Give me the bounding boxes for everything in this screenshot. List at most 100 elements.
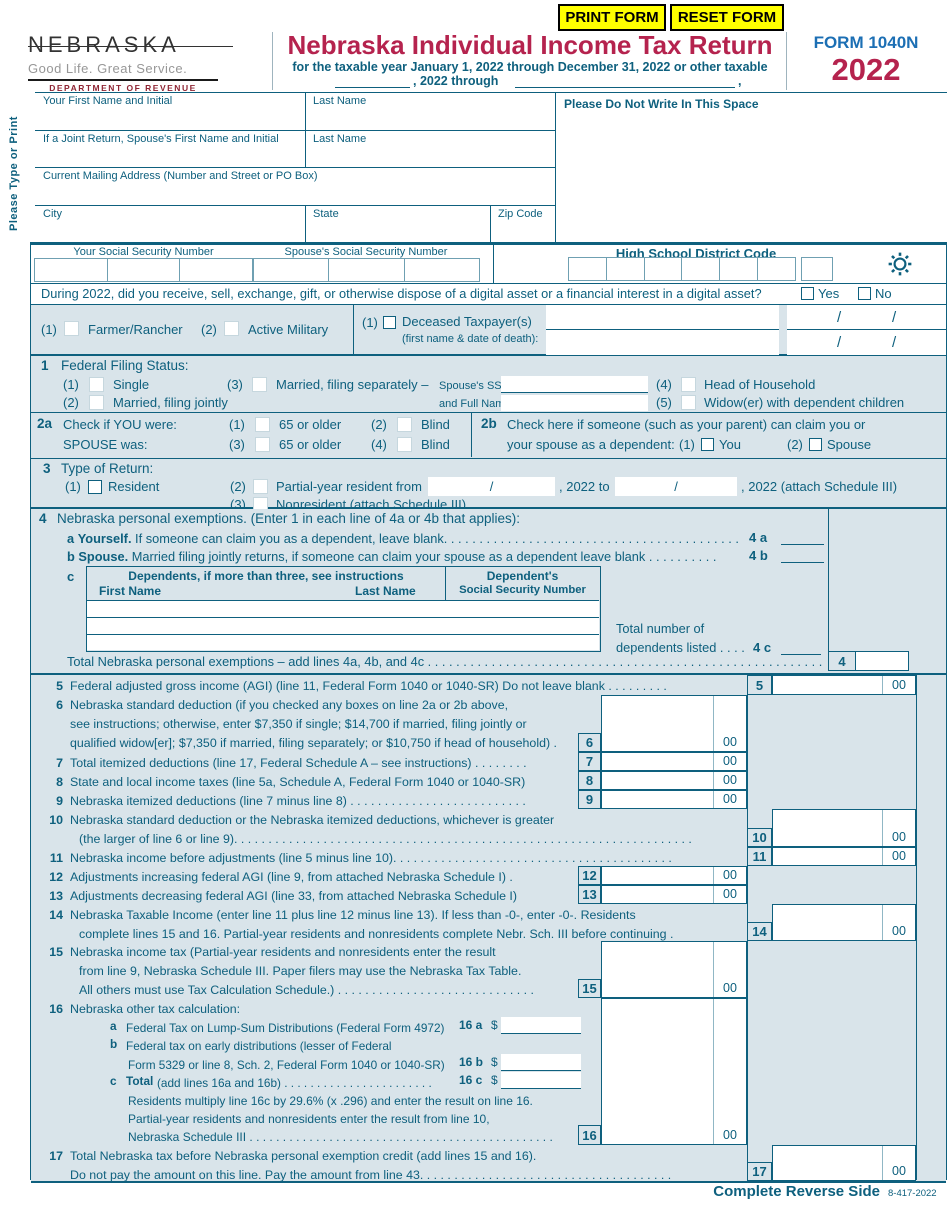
filing-joint-checkbox[interactable] [89, 395, 104, 410]
you-blind-checkbox[interactable] [397, 417, 412, 432]
filing-separate-label: Married, filing separately – [276, 377, 429, 392]
you-65-checkbox[interactable] [255, 417, 270, 432]
other-taxable-year-row: , 2022 through , [280, 74, 780, 90]
digital-asset-yes-checkbox[interactable] [801, 287, 814, 300]
line9-amount-input[interactable] [602, 791, 713, 808]
claim-you-checkbox[interactable] [701, 438, 714, 451]
you-65-number: (1) [229, 417, 245, 432]
line13-amount-input[interactable] [602, 886, 713, 903]
line5-amount-input[interactable] [773, 676, 882, 694]
filing-hoh-checkbox[interactable] [681, 377, 696, 392]
line6-amount-input[interactable] [602, 696, 713, 751]
line17-text1: Total Nebraska tax before Nebraska perso… [70, 1149, 537, 1163]
digital-asset-no-checkbox[interactable] [858, 287, 871, 300]
line6-numcell: 6 [578, 733, 601, 752]
spouse-ssn-segment[interactable] [329, 258, 405, 282]
line4a-bold: Yourself. [77, 531, 132, 546]
digital-asset-question: During 2022, did you receive, sell, exch… [41, 286, 762, 301]
line4c-input[interactable] [781, 654, 821, 655]
deceased-name-input-1[interactable] [546, 305, 779, 330]
line15-amount-input[interactable] [602, 942, 713, 997]
line16-cents: 00 [713, 999, 746, 1144]
dollar-sign: $ [491, 1018, 498, 1032]
line10-amount-input[interactable] [773, 810, 882, 846]
print-form-button[interactable]: PRINT FORM [558, 4, 666, 31]
line7-numcell: 7 [578, 752, 601, 771]
district-code-cell[interactable] [720, 257, 759, 281]
deceased-name-input-2[interactable] [546, 330, 779, 355]
your-ssn-segment[interactable] [180, 258, 254, 282]
spouse-ssn-label: Spouse's Social Security Number [284, 246, 448, 258]
divider [490, 206, 491, 242]
district-code-cell[interactable] [801, 257, 833, 281]
line16b-input[interactable] [501, 1054, 581, 1071]
claim-spouse-checkbox[interactable] [809, 438, 822, 451]
resident-label: Resident [108, 479, 160, 494]
your-ssn-segment[interactable] [34, 258, 108, 282]
line7-amount-input[interactable] [602, 753, 713, 770]
filing-widow-checkbox[interactable] [681, 395, 696, 410]
dependent-row[interactable] [87, 634, 599, 650]
deceased-taxpayer-checkbox[interactable] [383, 316, 396, 329]
partial-year-from-input[interactable]: / [428, 477, 555, 496]
total-dependents-label1: Total number of [616, 621, 705, 636]
dependents-ssn-header2: Social Security Number [459, 584, 586, 596]
filing-separate-checkbox[interactable] [252, 377, 267, 392]
divider [471, 413, 472, 457]
district-code-cell[interactable] [568, 257, 607, 281]
line4a-input[interactable] [781, 544, 824, 545]
identity-grid: Your First Name and Initial Last Name If… [35, 93, 555, 242]
district-code-cell[interactable] [606, 257, 645, 281]
address-row[interactable]: Current Mailing Address (Number and Stre… [35, 167, 555, 205]
complete-reverse-side-label: Complete Reverse Side [713, 1183, 880, 1200]
line8-numcell: 8 [578, 771, 601, 790]
line16-amount-input[interactable] [602, 999, 713, 1144]
line16a-input[interactable] [501, 1017, 581, 1034]
district-code-cell[interactable] [682, 257, 721, 281]
line14-cents: 00 [882, 905, 915, 940]
line8-amount-input[interactable] [602, 772, 713, 789]
resident-checkbox[interactable] [88, 480, 102, 494]
dependent-row[interactable] [87, 600, 599, 617]
partial-year-tail-label: , 2022 (attach Schedule III) [741, 479, 898, 494]
line16c-input[interactable] [501, 1072, 581, 1089]
first-name-cell[interactable]: Your First Name and Initial [35, 93, 305, 107]
line14-amount-input[interactable] [773, 905, 882, 940]
dependent-row[interactable] [87, 617, 599, 634]
reset-form-button[interactable]: RESET FORM [670, 4, 784, 31]
spouse-ssn-segment[interactable] [404, 258, 480, 282]
logo-wordmark: NEBRASKA [28, 32, 238, 58]
deceased-date-input-2[interactable]: / / [787, 330, 946, 355]
spouse-blind-checkbox[interactable] [397, 437, 412, 452]
page-title: Nebraska Individual Income Tax Return [287, 30, 773, 60]
spouse-65-checkbox[interactable] [255, 437, 270, 452]
line4-total-input[interactable] [856, 651, 909, 671]
line12-amount-input[interactable] [602, 867, 713, 884]
other-year-end-input[interactable] [515, 74, 735, 88]
line11-amount-input[interactable] [773, 848, 882, 865]
your-ssn-segment[interactable] [107, 258, 181, 282]
spouse-ssn-segment[interactable] [253, 258, 330, 282]
district-code-cell[interactable] [644, 257, 683, 281]
line12-numcell: 12 [578, 866, 601, 885]
farmer-rancher-checkbox[interactable] [64, 321, 79, 336]
partial-year-checkbox[interactable] [253, 479, 268, 494]
line5-numcell: 5 [747, 675, 772, 695]
partial-year-mid-label: , 2022 to [559, 479, 610, 494]
district-code-cell[interactable] [758, 257, 796, 281]
line17-amount-input[interactable] [773, 1146, 882, 1180]
spouse-ssn-inline-input[interactable] [501, 376, 648, 393]
full-name-inline-input[interactable] [501, 395, 648, 411]
line4b-input[interactable] [781, 562, 824, 563]
other-year-start-input[interactable] [335, 74, 410, 88]
deceased-date-input-1[interactable]: / / [787, 305, 946, 330]
line15-text2: from line 9, Nebraska Schedule III. Pape… [79, 964, 522, 978]
active-military-checkbox[interactable] [224, 321, 239, 336]
filing-single-checkbox[interactable] [89, 377, 104, 392]
line16b-text1: Federal tax on early distributions (less… [126, 1039, 392, 1053]
partial-year-to-input[interactable]: / [615, 477, 737, 496]
nonresident-number: (3) [230, 497, 246, 512]
line1-title: Federal Filing Status: [61, 358, 189, 373]
line16c-text: (add lines 16a and 16b) . . . . . . . . … [157, 1076, 432, 1090]
